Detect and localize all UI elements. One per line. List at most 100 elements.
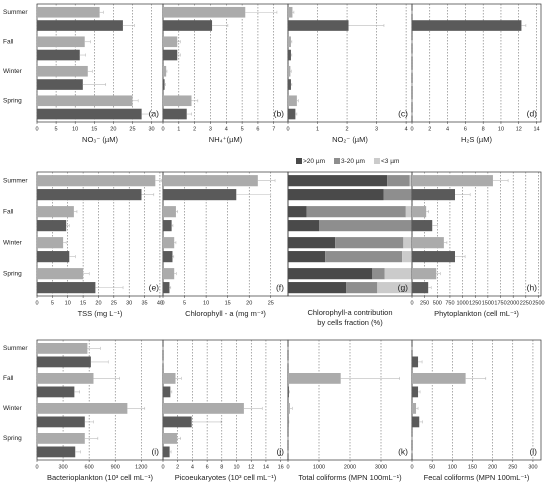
x-tick-label: 25 [268, 300, 274, 306]
bar [288, 373, 341, 384]
x-tick-label: 0 [410, 464, 413, 470]
x-axis-label: Fecal coliforms (MPN 100mL⁻¹) [424, 473, 530, 482]
x-axis-label: Bacterioplankton (10³ cell mL⁻¹) [47, 473, 154, 482]
x-tick-label: 12 [516, 126, 522, 132]
bar [37, 433, 85, 444]
stacked-segment [288, 237, 336, 249]
x-tick-label: 4 [191, 464, 194, 470]
bar [412, 356, 419, 368]
x-tick-label: 8 [482, 126, 485, 132]
x-tick-label: 40 [157, 300, 163, 306]
legend-swatch [373, 158, 380, 164]
bar [412, 373, 466, 384]
legend-swatch [296, 158, 302, 164]
panel-label: (c) [398, 108, 408, 118]
x-tick-label: 30 [126, 300, 132, 306]
x-axis-label: NH₄⁺(µM) [209, 135, 243, 144]
legend-label: 3-20 µm [341, 158, 365, 165]
x-tick-label: 10 [72, 126, 78, 132]
stacked-segment [384, 268, 412, 280]
panel-label: (i) [151, 446, 159, 456]
stacked-segment [383, 189, 412, 201]
panel-label: (d) [527, 108, 538, 118]
bar [412, 268, 437, 280]
bar [37, 356, 91, 368]
x-axis-label: by cells fraction (%) [317, 318, 383, 327]
stacked-segment [405, 206, 412, 218]
x-tick-label: 0 [410, 126, 413, 132]
bar [412, 282, 429, 294]
x-tick-label: 0 [286, 126, 289, 132]
bar [412, 189, 455, 201]
bar [163, 268, 175, 280]
x-tick-label: 3 [209, 126, 212, 132]
panel-label: (j) [276, 446, 284, 456]
bar [163, 403, 244, 414]
x-tick-label: 20 [95, 300, 101, 306]
category-label: Fall [3, 38, 14, 45]
bar [288, 6, 293, 18]
stacked-segment [288, 251, 326, 263]
x-tick-label: 0 [161, 464, 164, 470]
x-tick-label: 6 [256, 126, 259, 132]
x-tick-label: 1500 [482, 300, 494, 306]
bar [37, 446, 76, 458]
x-tick-label: 5 [51, 300, 54, 306]
bar [37, 373, 94, 384]
bar [37, 6, 100, 18]
x-tick-label: 25 [111, 300, 117, 306]
bar [288, 108, 296, 120]
bar [412, 237, 444, 249]
x-axis-label: Chlorophyll-a contribution [307, 308, 392, 317]
panel-label: (l) [529, 446, 537, 456]
x-tick-label: 30 [148, 126, 154, 132]
bar [412, 403, 417, 414]
bar [163, 416, 192, 428]
x-axis-label: TSS (mg L⁻¹) [78, 309, 123, 318]
panel-label: (e) [149, 282, 160, 292]
x-tick-label: 1200 [135, 464, 147, 470]
x-tick-label: 0 [161, 126, 164, 132]
x-axis-label: Picoeukaryotes (10³ cell mL⁻¹) [175, 473, 277, 482]
bar [412, 20, 522, 31]
bar [412, 251, 455, 263]
panel-label: (b) [274, 108, 285, 118]
stacked-segment [288, 175, 388, 187]
x-tick-label: 0 [286, 464, 289, 470]
bar [163, 20, 213, 31]
category-label: Winter [3, 68, 23, 75]
bar [163, 65, 167, 77]
bar [37, 251, 70, 263]
x-tick-label: 1 [316, 126, 319, 132]
bar [163, 373, 176, 384]
bar [163, 6, 246, 18]
x-tick-label: 250 [508, 464, 517, 470]
stacked-segment [346, 282, 378, 294]
category-label: Spring [3, 435, 22, 442]
x-tick-label: 1000 [456, 300, 468, 306]
category-label: Winter [3, 405, 23, 412]
x-tick-label: 2 [176, 464, 179, 470]
x-tick-label: 20 [246, 300, 252, 306]
x-tick-label: 35 [141, 300, 147, 306]
x-tick-label: 900 [111, 464, 120, 470]
legend-swatch [334, 158, 340, 164]
bar [37, 237, 64, 249]
category-label: Summer [3, 9, 28, 16]
x-tick-label: 250 [420, 300, 429, 306]
bar [163, 49, 178, 61]
category-label: Summer [3, 177, 28, 184]
x-tick-label: 1250 [469, 300, 481, 306]
x-tick-label: 0 [410, 300, 413, 306]
x-tick-label: 15 [225, 300, 231, 306]
x-tick-label: 5 [55, 126, 58, 132]
bar [288, 20, 349, 31]
bar [288, 95, 297, 107]
x-tick-label: 50 [429, 464, 435, 470]
stacked-segment [402, 251, 412, 263]
bar [288, 386, 289, 398]
bar [412, 220, 433, 232]
x-tick-label: 3000 [375, 464, 387, 470]
x-axis-label: NO₂⁻ (µM) [332, 135, 368, 144]
bar [163, 446, 170, 458]
